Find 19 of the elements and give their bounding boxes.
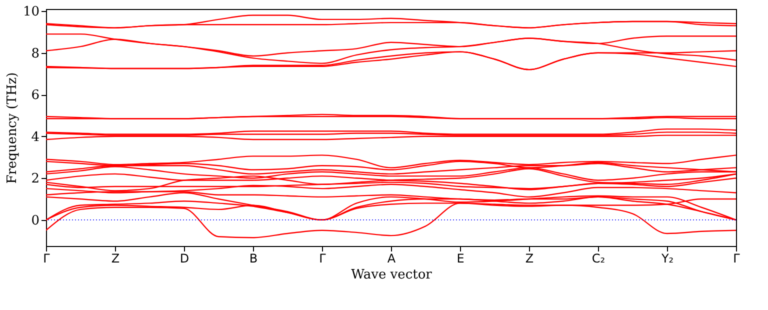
x-tick-label: C₂ [592, 252, 606, 266]
y-tick-label: 6 [31, 88, 40, 104]
x-tick-label: Y₂ [660, 252, 674, 266]
y-tick-label: 0 [31, 213, 40, 228]
y-axis-title: Frequency (THz) [4, 72, 20, 184]
x-tick-label: E [456, 252, 464, 266]
x-tick-label: Z [525, 252, 534, 266]
y-tick-label: 10 [22, 4, 40, 20]
x-tick-label: Z [111, 252, 120, 266]
x-tick-label: A [387, 252, 396, 266]
x-tick-label: Γ [43, 252, 50, 266]
x-tick-label: B [249, 252, 258, 266]
x-axis-title: Wave vector [351, 268, 433, 282]
y-tick-label: 2 [31, 172, 40, 187]
x-tick-label: Γ [319, 252, 326, 266]
y-tick-label: 8 [31, 46, 40, 62]
y-tick-label: 4 [31, 130, 40, 145]
x-tick-label: D [180, 252, 190, 266]
x-tick-label: Γ [733, 252, 740, 266]
